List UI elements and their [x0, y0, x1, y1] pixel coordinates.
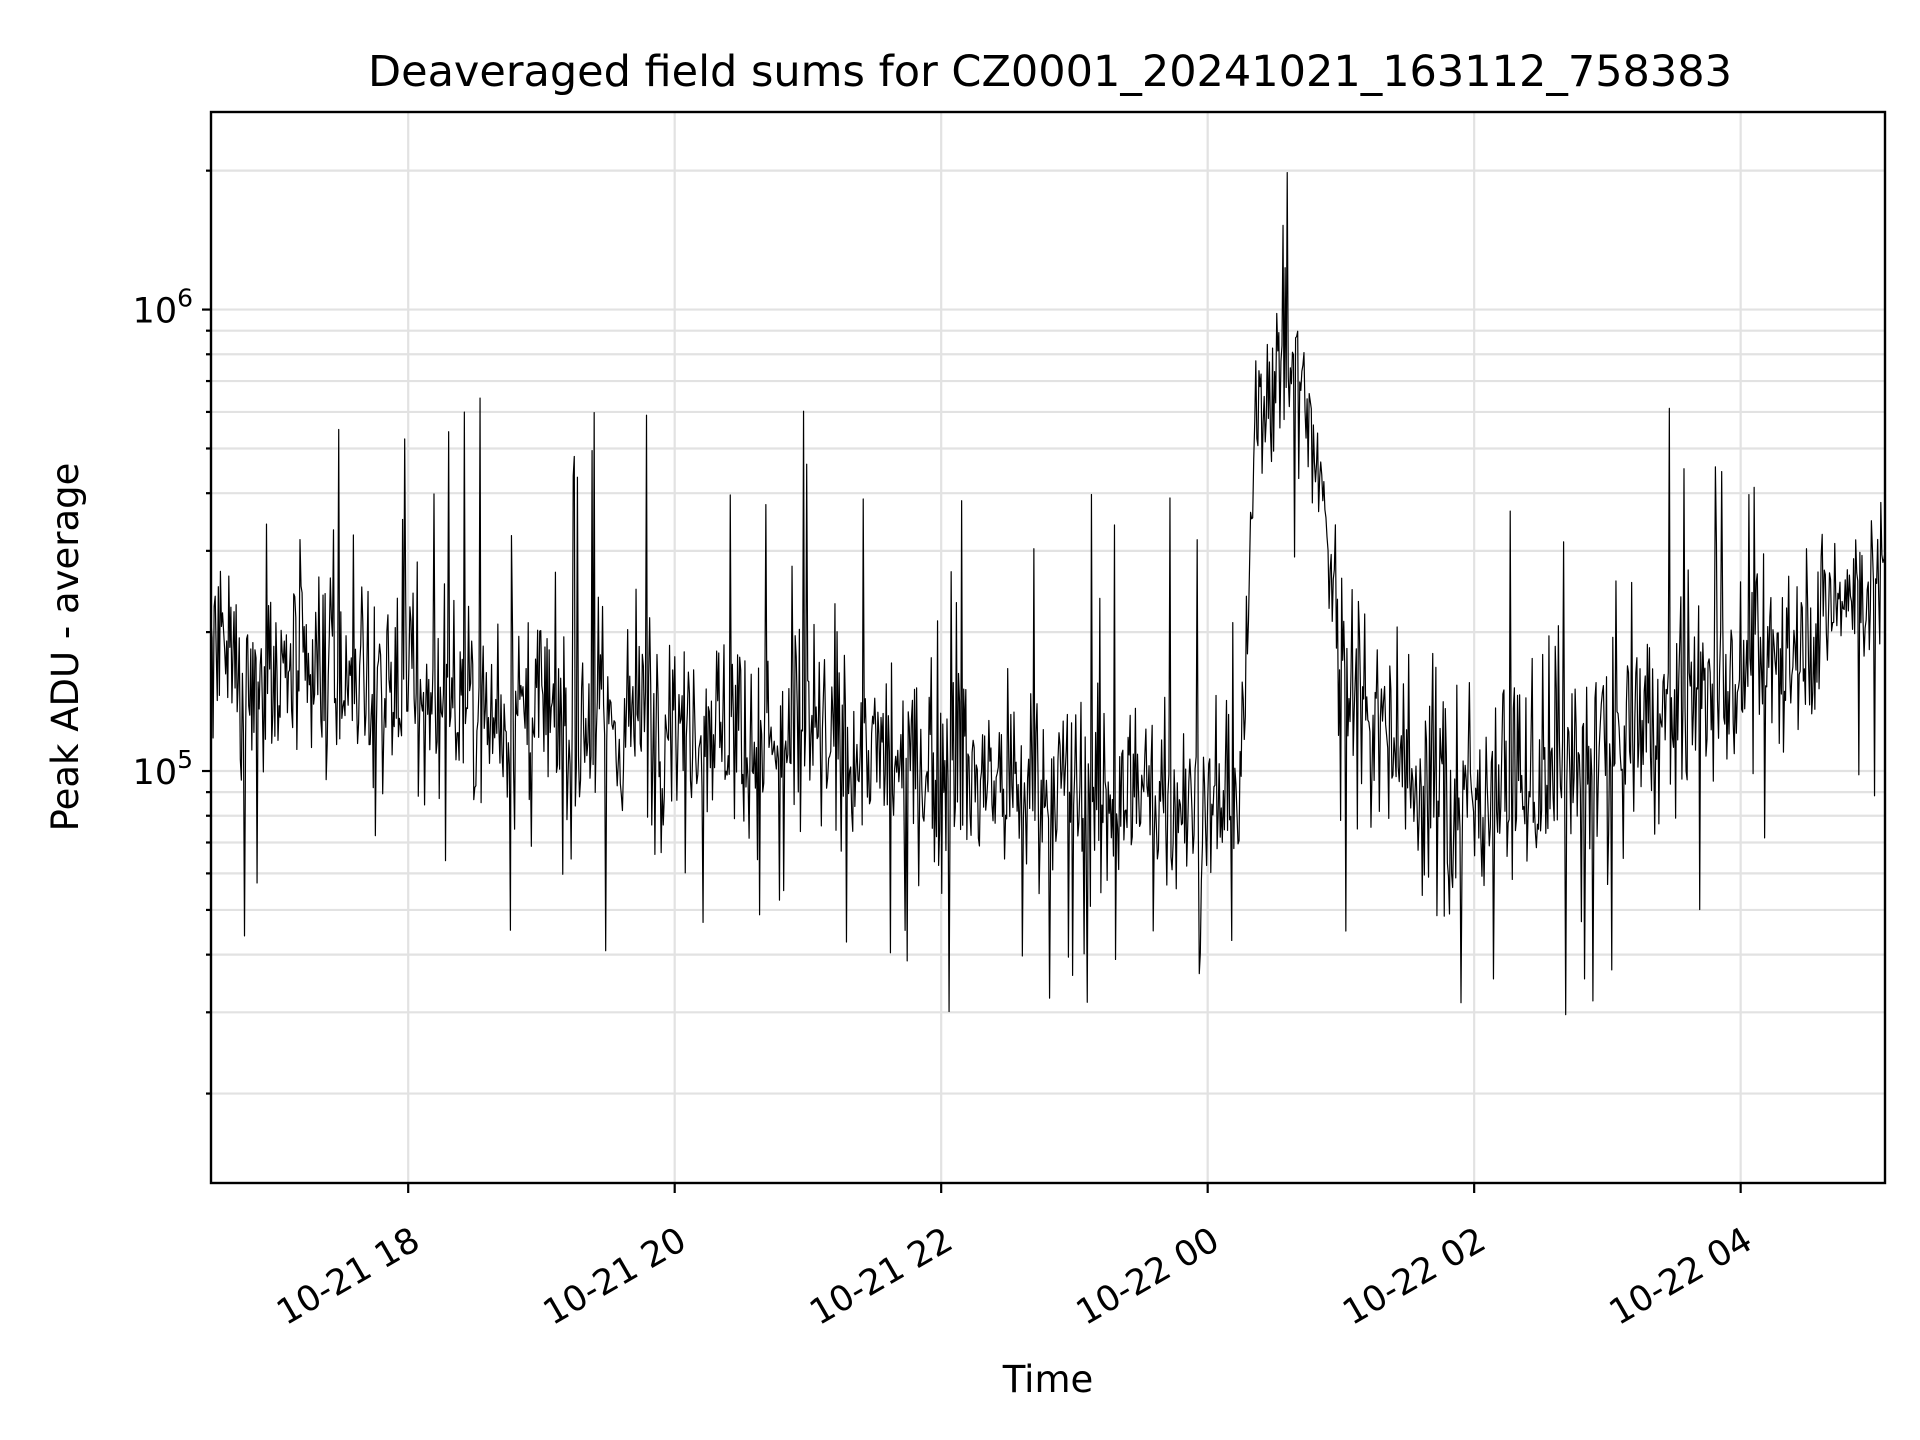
x-tick-label: 10-21 18: [270, 1220, 426, 1333]
series-layer: [210, 171, 1886, 1016]
y-tick-label: 105: [133, 745, 193, 793]
y-axis-label: Peak ADU - average: [44, 463, 87, 832]
x-tick-label: 10-22 04: [1603, 1220, 1759, 1333]
x-tick-label: 10-21 22: [803, 1220, 959, 1333]
chart-title: Deaveraged field sums for CZ0001_2024102…: [368, 47, 1732, 97]
x-tick-label: 10-22 02: [1336, 1220, 1492, 1333]
x-tick-label: 10-21 20: [537, 1220, 693, 1333]
y-tick-label: 106: [133, 284, 193, 332]
plot-frame: [209, 110, 1887, 1185]
series-line: [210, 171, 1886, 1016]
grid: [211, 112, 1885, 1183]
x-tick-label: 10-22 00: [1070, 1220, 1226, 1333]
x-axis-label: Time: [1002, 1358, 1094, 1401]
